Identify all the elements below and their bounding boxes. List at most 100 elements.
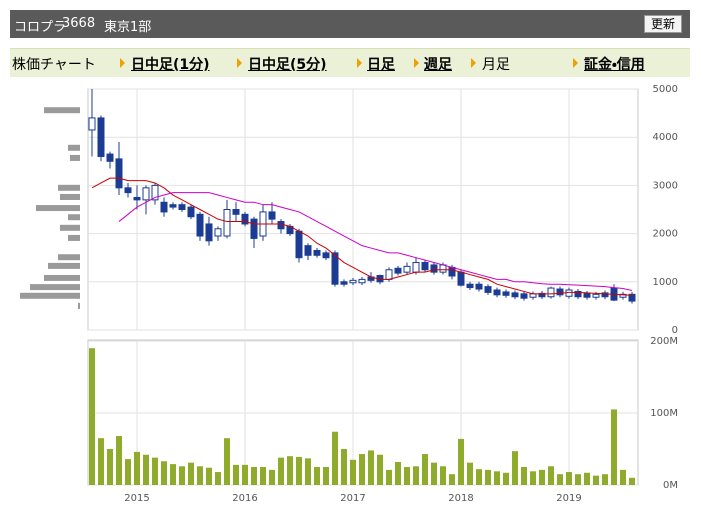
volume-bar — [395, 461, 401, 485]
candle-body — [592, 293, 600, 298]
candle-body — [547, 287, 555, 298]
candle-body — [412, 262, 420, 273]
volume-profile-bar — [60, 224, 80, 231]
volume-bar — [422, 454, 428, 485]
candle-body — [277, 221, 285, 230]
moving-average-line — [91, 177, 633, 296]
volume-bar — [386, 469, 392, 485]
candle-body — [205, 223, 213, 242]
volume-bar — [350, 459, 356, 485]
volume-bar — [89, 348, 95, 485]
volume-profile-bar — [44, 107, 80, 114]
arrow — [414, 58, 419, 68]
y-tick-label: 100M — [650, 408, 678, 419]
volume-bar — [107, 449, 113, 485]
candle-body — [493, 289, 501, 296]
candle-body — [304, 245, 312, 256]
tab-link[interactable]: 週足 — [424, 57, 452, 73]
volume-bar — [161, 461, 167, 485]
tab-label: 株価チャート — [12, 57, 96, 73]
volume-bar — [575, 474, 581, 485]
volume-profile-bar — [20, 292, 80, 299]
volume-profile-bar — [60, 193, 80, 200]
volume-bar — [179, 466, 185, 485]
candle-body — [313, 249, 321, 256]
volume-bar — [476, 469, 482, 485]
y-tick-label: 5000 — [653, 84, 678, 95]
refresh-button[interactable]: 更新 — [643, 15, 682, 33]
candle-body — [475, 283, 483, 290]
tab-link[interactable]: 証金・信用 — [584, 57, 645, 73]
moving-average-line — [118, 192, 633, 291]
candle-body — [214, 228, 222, 237]
volume-bar — [224, 438, 230, 485]
stock-name: コロプラ — [14, 20, 67, 35]
volume-bar — [278, 457, 284, 485]
y-tick-label: 3000 — [653, 180, 678, 191]
arrow — [237, 58, 242, 68]
volume-profile-bar — [68, 144, 80, 151]
volume-bar — [620, 469, 626, 485]
tab-link[interactable]: 日中足(5分) — [248, 57, 327, 73]
x-tick-label: 2016 — [232, 493, 257, 504]
volume-bar — [215, 472, 221, 485]
tab-link[interactable]: 日中足(1分) — [131, 57, 210, 73]
candle-body — [529, 293, 537, 298]
volume-bar — [557, 474, 563, 485]
candle-body — [322, 252, 330, 259]
volume-profile-bar — [68, 234, 80, 241]
volume-bar — [494, 471, 500, 485]
stock-code: 3668 — [62, 16, 96, 31]
volume-bar — [485, 469, 491, 485]
volume-profile-bar — [36, 205, 80, 212]
candle-body — [466, 283, 474, 289]
volume-bar — [431, 462, 437, 485]
volume-bar — [314, 467, 320, 485]
candle-body — [106, 153, 114, 162]
candle-body — [196, 213, 204, 237]
volume-bar — [449, 474, 455, 485]
volume-profile-bar — [30, 284, 80, 291]
candle-body — [349, 279, 357, 284]
volume-bar — [206, 467, 212, 485]
y-tick-label: 4000 — [653, 132, 678, 143]
volume-bar — [323, 467, 329, 485]
volume-bar — [188, 462, 194, 485]
volume-bar — [116, 436, 122, 485]
candle-body — [583, 292, 591, 298]
volume-bar — [341, 449, 347, 485]
candle-body — [421, 262, 429, 271]
candle-body — [457, 271, 465, 286]
candle-body — [232, 209, 240, 215]
x-tick-label: 2018 — [448, 493, 473, 504]
volume-bar — [134, 451, 140, 485]
volume-bar — [512, 451, 518, 485]
volume-bar — [125, 459, 131, 485]
candle-body — [511, 292, 519, 298]
volume-profile-bar — [48, 262, 80, 269]
candle-body — [340, 281, 348, 285]
arrow — [573, 58, 578, 68]
candle-body — [241, 213, 249, 225]
x-tick-label: 2017 — [340, 493, 365, 504]
tab-current: 月足 — [482, 57, 510, 73]
volume-bar — [251, 467, 257, 485]
arrow — [471, 58, 476, 68]
volume-bar — [593, 475, 599, 485]
candle-body — [268, 211, 276, 220]
volume-bar — [98, 438, 104, 485]
candle-body — [97, 117, 105, 157]
header-bar: コロプラ 3668 東京1部 更新 — [10, 10, 690, 38]
candle-body — [187, 206, 195, 218]
y-tick-label: 0 — [672, 325, 678, 336]
tab-bar: 株価チャート 日中足(1分) 日中足(5分) 日足 週足 月足 証金・信用 — [10, 48, 690, 77]
tab-link[interactable]: 日足 — [367, 57, 395, 73]
volume-bar — [332, 431, 338, 485]
candle-body — [223, 209, 231, 237]
volume-bar — [296, 456, 302, 485]
volume-bar — [530, 471, 536, 485]
candle-body — [160, 201, 168, 213]
volume-bar — [548, 466, 554, 485]
x-tick-label: 2019 — [556, 493, 581, 504]
